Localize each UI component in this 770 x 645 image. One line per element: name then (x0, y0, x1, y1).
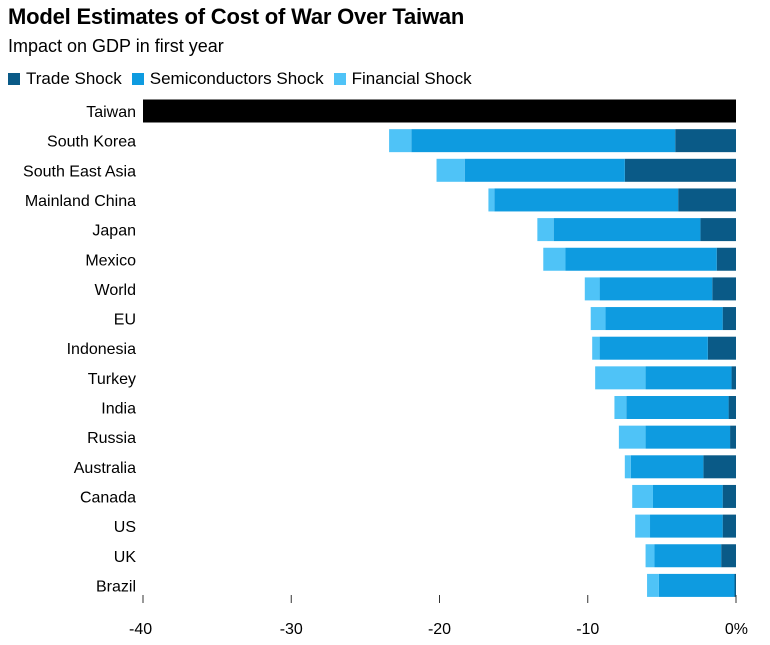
bar-world-trade (712, 277, 736, 301)
legend-swatch-financial (333, 73, 346, 85)
bar-south-korea-financial (389, 129, 412, 153)
legend-label-trade: Trade Shock (26, 69, 122, 88)
category-label-india: India (101, 401, 136, 418)
bar-india-financial (614, 396, 627, 419)
bar-uk-semiconductors (654, 544, 722, 568)
x-tick-label-tick-minus30: -30 (280, 621, 303, 638)
category-label-russia: Russia (87, 430, 136, 447)
bar-mainland-china-trade (678, 188, 736, 212)
bar-japan-semiconductors (553, 218, 701, 242)
bar-south-east-asia-trade (624, 158, 736, 182)
bar-australia-trade (703, 455, 736, 479)
bar-russia-semiconductors (645, 425, 731, 449)
legend-swatch-trade (8, 73, 20, 85)
category-label-south-korea: South Korea (47, 134, 136, 151)
legend-label-semiconductors: Semiconductors Shock (149, 69, 324, 88)
bar-australia-financial (624, 455, 631, 479)
bar-eu-financial (590, 307, 606, 331)
bar-mexico-trade (716, 247, 736, 271)
category-label-japan: Japan (92, 223, 136, 240)
bar-brazil-semiconductors (658, 573, 735, 597)
bar-us-semiconductors (650, 514, 723, 538)
bar-south-east-asia-semiconductors (464, 158, 625, 182)
bar-mainland-china-semiconductors (494, 188, 679, 212)
bar-canada-trade (722, 484, 736, 508)
category-label-indonesia: Indonesia (67, 341, 136, 358)
bar-indonesia-semiconductors (599, 336, 708, 360)
bar-south-korea-trade (675, 129, 736, 153)
category-label-south-east-asia: South East Asia (23, 163, 136, 180)
legend-item-financial: Financial Shock (333, 69, 472, 89)
category-label-mainland-china: Mainland China (25, 193, 136, 210)
x-tick-label-tick-minus40: -40 (129, 621, 152, 638)
chart-title: Model Estimates of Cost of War Over Taiw… (8, 4, 465, 29)
bar-taiwan-total (143, 99, 736, 123)
bar-russia-trade (730, 425, 736, 449)
category-label-turkey: Turkey (88, 371, 136, 388)
category-label-mexico: Mexico (85, 252, 136, 269)
bar-indonesia-financial (592, 336, 600, 360)
chart-subtitle: Impact on GDP in first year (8, 36, 224, 56)
bar-turkey-semiconductors (645, 366, 732, 390)
legend-item-semiconductors: Semiconductors Shock (131, 69, 324, 89)
category-label-australia: Australia (74, 460, 136, 477)
bar-south-east-asia-financial (436, 158, 465, 182)
bar-japan-financial (537, 218, 554, 242)
x-tick-label-tick-minus20: -20 (428, 621, 451, 638)
legend-label-financial: Financial Shock (351, 69, 472, 88)
bar-mexico-semiconductors (565, 247, 717, 271)
bar-eu-trade (722, 307, 736, 331)
category-label-brazil: Brazil (96, 578, 136, 595)
bar-world-financial (584, 277, 600, 301)
legend: Trade Shock Semiconductors Shock Financi… (8, 69, 482, 89)
bar-south-korea-semiconductors (411, 129, 676, 153)
category-label-us: US (114, 519, 136, 536)
legend-item-trade: Trade Shock (8, 69, 122, 89)
bar-us-financial (635, 514, 651, 538)
bar-us-trade (722, 514, 736, 538)
bar-turkey-financial (595, 366, 646, 390)
legend-swatch-semiconductors (131, 73, 144, 85)
category-label-world: World (95, 282, 137, 299)
x-tick-label-tick-minus10: -10 (576, 621, 599, 638)
bar-brazil-trade (734, 573, 736, 597)
bar-world-semiconductors (599, 277, 713, 301)
bar-japan-trade (700, 218, 736, 242)
category-label-canada: Canada (80, 489, 136, 506)
bar-uk-trade (721, 544, 736, 568)
category-label-eu: EU (114, 312, 136, 329)
category-label-taiwan: Taiwan (86, 104, 136, 121)
bar-mexico-financial (543, 247, 566, 271)
bar-canada-semiconductors (652, 484, 723, 508)
bar-mainland-china-financial (488, 188, 495, 212)
bar-russia-financial (618, 425, 646, 449)
bar-india-semiconductors (626, 396, 729, 419)
x-tick-label-tick-0: 0% (725, 621, 748, 638)
bar-brazil-financial (647, 573, 659, 597)
bar-india-trade (728, 396, 736, 419)
bar-uk-financial (645, 544, 655, 568)
bar-australia-semiconductors (630, 455, 704, 479)
bar-turkey-trade (731, 366, 736, 390)
bar-canada-financial (632, 484, 653, 508)
bar-indonesia-trade (707, 336, 736, 360)
category-label-uk: UK (114, 549, 137, 566)
bar-eu-semiconductors (605, 307, 723, 331)
